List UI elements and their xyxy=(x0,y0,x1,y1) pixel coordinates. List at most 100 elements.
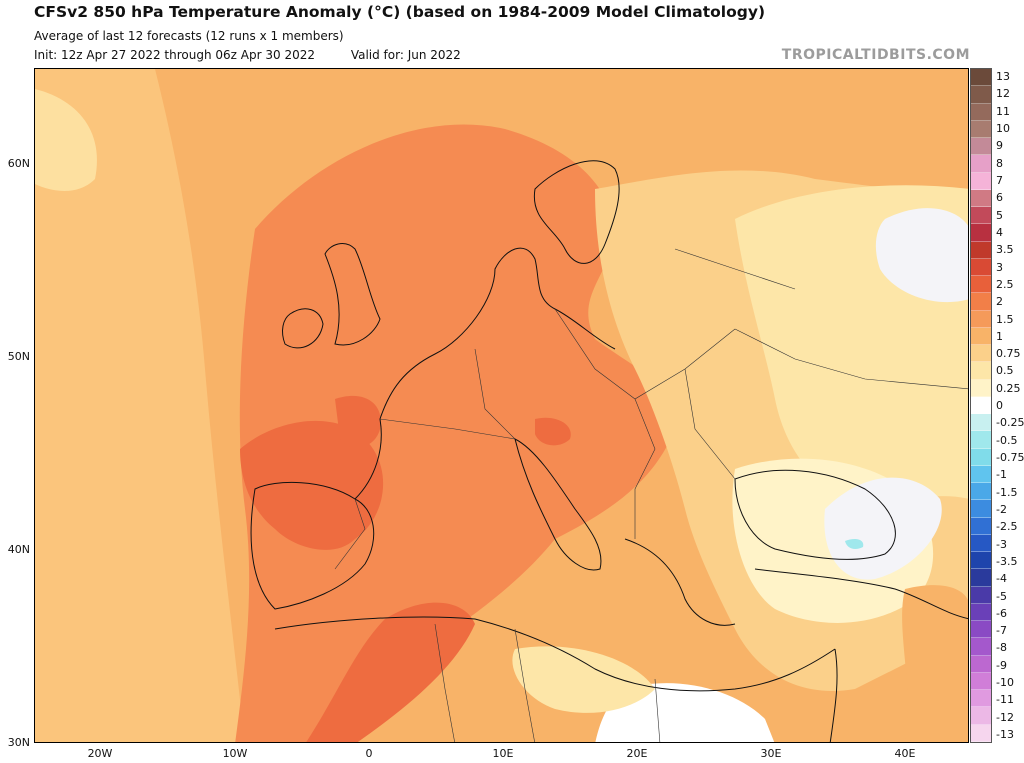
border-ukraine-west xyxy=(684,368,736,480)
colorbar-label: -10 xyxy=(996,676,1014,690)
colorbar-label: -1 xyxy=(996,468,1007,482)
colorbar-label: 10 xyxy=(996,122,1010,136)
colorbar-label: -4 xyxy=(996,572,1007,586)
colorbar-label: 5 xyxy=(996,208,1003,222)
init-valid-line: Init: 12z Apr 27 2022 through 06z Apr 30… xyxy=(34,48,461,62)
lon-label-30e: 30E xyxy=(760,747,782,760)
colorbar-swatch xyxy=(971,293,991,311)
colorbar-swatch xyxy=(971,500,991,518)
colorbar-swatch xyxy=(971,707,991,725)
colorbar-swatch xyxy=(971,724,991,742)
colorbar-swatch xyxy=(971,655,991,673)
lat-label-40n: 40N xyxy=(7,543,30,556)
lon-label-20e: 20E xyxy=(626,747,648,760)
colorbar-labels: 13 12 11 10 9 8 7 6 5 4 3.5 3 2.5 2 1.5 1 0.75 0.5 0.25 0 -0… xyxy=(996,68,1024,743)
colorbar-label: 12 xyxy=(996,87,1010,101)
colorbar-swatch xyxy=(971,276,991,294)
colorbar-swatch xyxy=(971,172,991,190)
border-algeria-morocco xyxy=(434,623,455,742)
colorbar-swatch xyxy=(971,586,991,604)
border-alps xyxy=(379,418,516,440)
colorbar-label: 8 xyxy=(996,156,1003,170)
border-baltics xyxy=(674,248,796,290)
anomaly-field-plus2 xyxy=(235,124,677,742)
colorbar-label: -5 xyxy=(996,589,1007,603)
colorbar-swatch xyxy=(971,86,991,104)
colorbar-swatch xyxy=(971,431,991,449)
colorbar-label: -2.5 xyxy=(996,520,1018,534)
colorbar-swatch xyxy=(971,534,991,552)
anomaly-negative-spot xyxy=(845,539,864,549)
colorbar-swatch xyxy=(971,138,991,156)
colorbar-swatch xyxy=(971,448,991,466)
colorbar-label: 2.5 xyxy=(996,277,1014,291)
colorbar-label: -9 xyxy=(996,658,1007,672)
colorbar-swatch xyxy=(971,345,991,363)
lon-label-10w: 10W xyxy=(222,747,248,760)
coastline-levant xyxy=(829,648,838,742)
colorbar-swatch xyxy=(971,189,991,207)
coastline-great-britain xyxy=(324,243,381,346)
coastline-balkans-greece xyxy=(624,538,736,626)
colorbar-label: -11 xyxy=(996,693,1014,707)
colorbar-swatch xyxy=(971,155,991,173)
colorbar-label: 13 xyxy=(996,70,1010,84)
colorbar-label: -12 xyxy=(996,710,1014,724)
colorbar-swatch xyxy=(971,465,991,483)
anomaly-field-libya xyxy=(512,646,655,713)
border-spain-portugal xyxy=(334,498,366,570)
colorbar-swatch xyxy=(971,603,991,621)
colorbar-label: 1 xyxy=(996,329,1003,343)
lon-label-40e: 40E xyxy=(894,747,916,760)
colorbar-label: 6 xyxy=(996,191,1003,205)
colorbar-swatch xyxy=(971,396,991,414)
colorbar-label: -13 xyxy=(996,728,1014,742)
colorbar-swatch xyxy=(971,69,991,87)
valid-text: Valid for: Jun 2022 xyxy=(350,48,461,62)
colorbar-swatch xyxy=(971,120,991,138)
colorbar-swatch xyxy=(971,379,991,397)
colorbar-swatch xyxy=(971,224,991,242)
colorbar-label: 2 xyxy=(996,295,1003,309)
colorbar-label: -0.25 xyxy=(996,416,1024,430)
colorbar-label: -0.75 xyxy=(996,451,1024,465)
colorbar-swatch xyxy=(971,414,991,432)
political-borders xyxy=(334,248,968,742)
colorbar-swatch xyxy=(971,569,991,587)
colorbar-label: 0.25 xyxy=(996,381,1021,395)
colorbar-label: 7 xyxy=(996,174,1003,188)
colorbar-swatch xyxy=(971,362,991,380)
anomaly-field-middle-east xyxy=(902,585,968,742)
coastline-black-sea xyxy=(734,469,896,560)
colorbar-swatch xyxy=(971,638,991,656)
colorbar-label: 3 xyxy=(996,260,1003,274)
anomaly-hotspot-france xyxy=(335,395,381,448)
anomaly-zero-russia xyxy=(875,208,968,303)
colorbar-label: 9 xyxy=(996,139,1003,153)
colorbar-label: -8 xyxy=(996,641,1007,655)
chart-subtitle: Average of last 12 forecasts (12 runs x … xyxy=(34,29,344,43)
colorbar-label: -2 xyxy=(996,502,1007,516)
coastlines xyxy=(250,160,968,742)
border-france-germany xyxy=(474,348,516,440)
chart-title: CFSv2 850 hPa Temperature Anomaly (°C) (… xyxy=(34,3,766,21)
lat-label-30n: 30N xyxy=(7,736,30,749)
border-russia-ukraine xyxy=(734,328,968,390)
lon-label-0: 0 xyxy=(365,747,373,760)
anomaly-hotspot-iberia-france xyxy=(240,420,384,550)
colorbar-label: 11 xyxy=(996,104,1010,118)
colorbar-swatch xyxy=(971,103,991,121)
anomaly-hotspot-slovenia xyxy=(535,417,571,446)
colorbar-swatch xyxy=(971,327,991,345)
colorbar-label: 1.5 xyxy=(996,312,1014,326)
anomaly-hotspot-north-africa xyxy=(306,602,475,742)
colorbar-label: -3 xyxy=(996,537,1007,551)
border-libya-tunisia xyxy=(514,628,535,742)
brand-watermark: TROPICALTIDBITS.COM xyxy=(781,47,970,63)
lon-label-10e: 10E xyxy=(492,747,514,760)
coastline-turkey-south xyxy=(754,568,968,620)
border-hungary-balkans xyxy=(634,398,656,539)
init-text: Init: 12z Apr 27 2022 through 06z Apr 30… xyxy=(34,48,315,62)
colorbar-label: 0 xyxy=(996,399,1003,413)
colorbar-label: -6 xyxy=(996,606,1007,620)
